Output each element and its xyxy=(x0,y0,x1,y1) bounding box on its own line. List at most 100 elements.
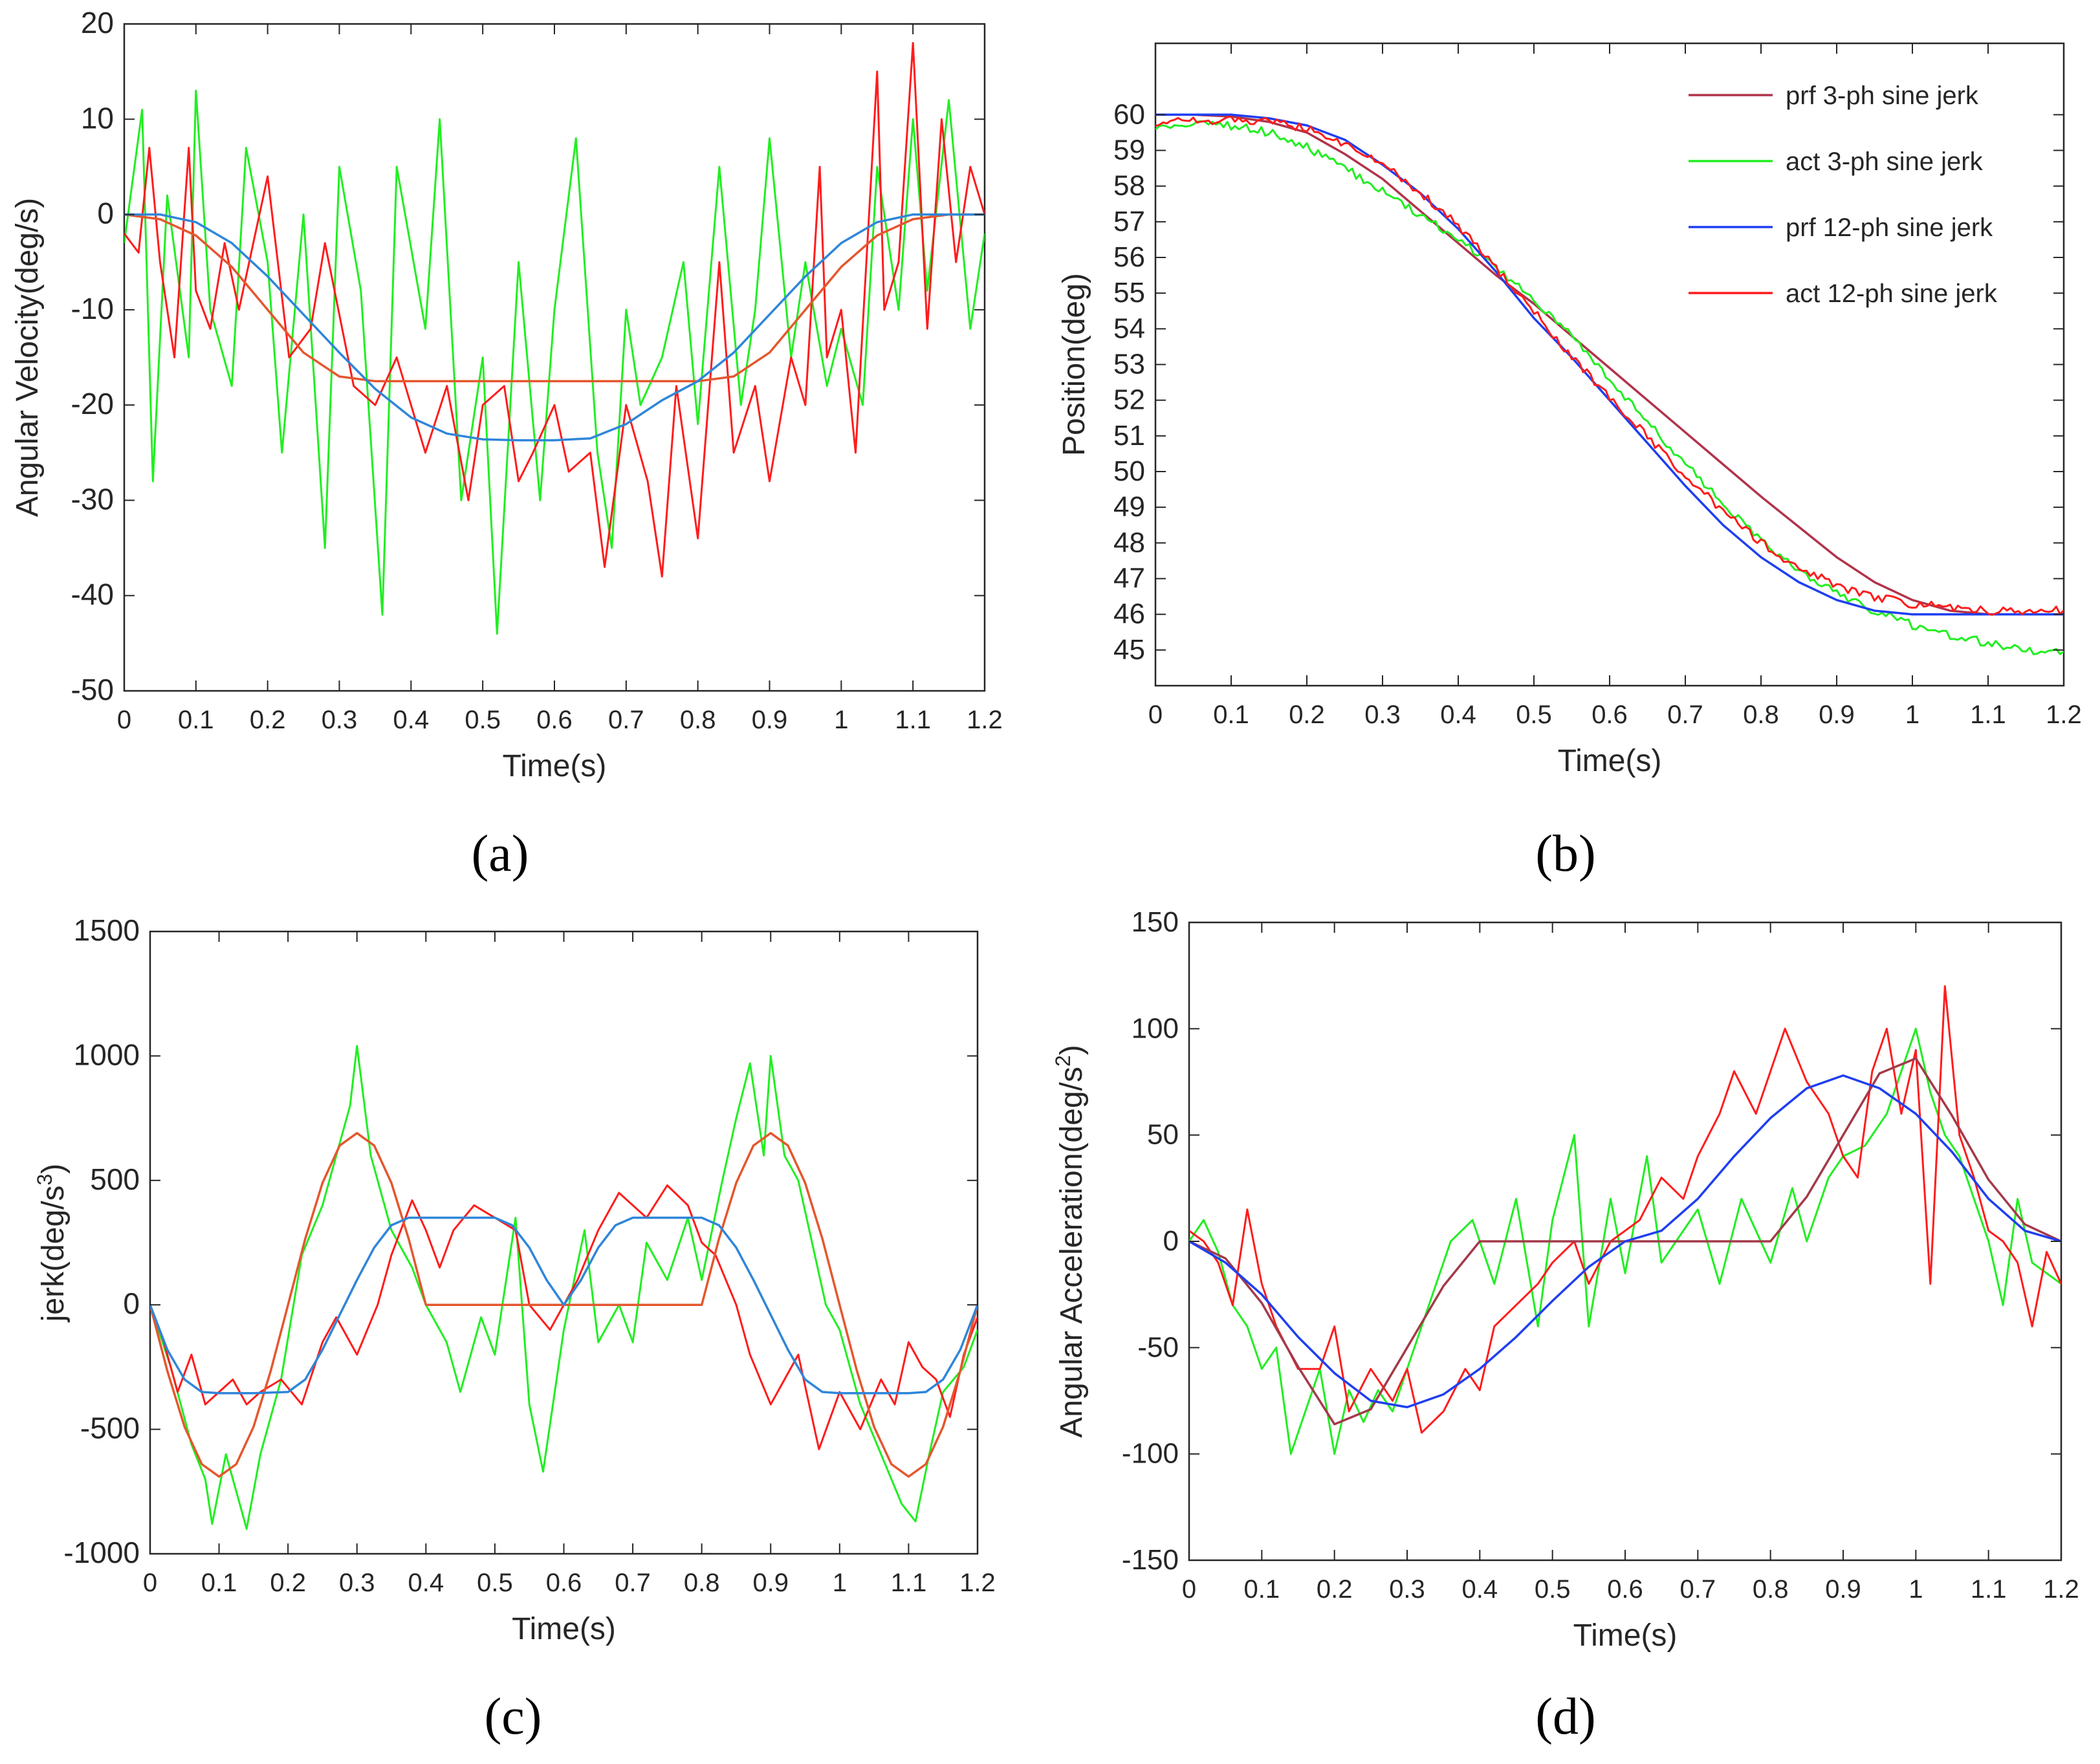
x-axis-label: Time(s) xyxy=(512,1612,616,1646)
y-tick-label: 45 xyxy=(1113,634,1145,666)
y-tick-label: 10 xyxy=(81,101,114,135)
x-tick-label: 0.1 xyxy=(1213,701,1249,729)
series-line-prf-12-ph-sine-jerk xyxy=(1189,1074,2061,1409)
y-tick-label: 100 xyxy=(1132,1012,1179,1044)
legend-label: prf 3-ph sine jerk xyxy=(1786,82,1979,110)
panel-b: 0 0.1 0.2 0.3 0.4 0.5 0.6 0.7 0.8 0.9 1 1.1 1.2 45 46 4… xyxy=(1057,42,2082,882)
y-tick-label: -10 xyxy=(71,292,114,325)
y-tick-label: 20 xyxy=(81,6,114,39)
series-line-prf-12-ph-sine-jerk xyxy=(150,1216,978,1395)
x-tick-label: 0.8 xyxy=(1743,701,1779,729)
x-tick-label: 0.9 xyxy=(752,706,788,734)
y-axis-label: jerk(deg/s3) xyxy=(33,1164,71,1323)
x-tick-label: 1.1 xyxy=(1970,701,2006,729)
series-line-prf-3-ph-sine-jerk xyxy=(1155,113,2064,616)
series-line-act-3-ph-sine-jerk xyxy=(1155,120,2064,655)
y-tick-label: -100 xyxy=(1122,1438,1179,1470)
y-tick-label: 52 xyxy=(1113,384,1145,416)
y-tick-label: 50 xyxy=(1113,455,1145,487)
x-tick-label: 1.1 xyxy=(1971,1575,2007,1604)
plot-area xyxy=(123,23,986,692)
series-line-act-3-ph-sine-jerk xyxy=(150,1045,978,1530)
x-tick-label: 0.9 xyxy=(752,1569,789,1597)
panel-d: 0 0.1 0.2 0.3 0.4 0.5 0.6 0.7 0.8 0.9 1 1.1 1.2 -150 -… xyxy=(1051,906,2079,1745)
y-tick-label: 0 xyxy=(123,1287,140,1320)
y-tick-label: -1000 xyxy=(63,1536,140,1569)
x-tick-label: 0.5 xyxy=(477,1569,513,1597)
plot-area xyxy=(1154,42,2065,687)
legend-label: prf 12-ph sine jerk xyxy=(1786,213,1993,242)
series-line-prf-12-ph-sine-jerk xyxy=(124,213,985,442)
x-tick-label: 1.2 xyxy=(967,706,1003,734)
y-tick-label: 59 xyxy=(1113,135,1145,166)
caption-b: (b) xyxy=(1535,825,1595,882)
x-tick-label: 0 xyxy=(143,1569,157,1597)
series-group xyxy=(124,42,985,635)
x-tick-label: 0.2 xyxy=(270,1569,306,1597)
caption-a: (a) xyxy=(472,825,529,882)
plot-area xyxy=(149,930,979,1555)
x-tick-label: 0.2 xyxy=(1289,701,1325,729)
y-tick-label: 49 xyxy=(1113,491,1145,523)
x-tick-label: 0 xyxy=(1148,701,1163,729)
x-tick-label: 1.2 xyxy=(959,1569,996,1597)
y-tick-label: 55 xyxy=(1113,277,1145,309)
x-tick-label: 0.3 xyxy=(339,1569,375,1597)
x-tick-label: 1.1 xyxy=(891,1569,927,1597)
x-tick-label: 0.4 xyxy=(408,1569,444,1597)
x-tick-label: 0.6 xyxy=(546,1569,582,1597)
y-tick-label: -50 xyxy=(1137,1331,1179,1363)
x-tick-label: 1 xyxy=(833,1569,847,1597)
y-tick-label: 57 xyxy=(1113,206,1145,237)
x-tick-label: 0.5 xyxy=(465,706,501,734)
y-tick-label: 60 xyxy=(1113,98,1145,130)
series-group xyxy=(1189,985,2061,1455)
series-line-act-3-ph-sine-jerk xyxy=(124,89,985,635)
x-tick-label: 0.7 xyxy=(1680,1575,1716,1604)
caption-c: (c) xyxy=(485,1688,542,1745)
y-tick-label: 51 xyxy=(1113,420,1145,452)
x-tick-label: 0.9 xyxy=(1819,701,1855,729)
x-tick-label: 1.2 xyxy=(2043,1575,2079,1604)
y-tick-label: -150 xyxy=(1122,1544,1179,1576)
x-tick-label: 0.1 xyxy=(1244,1575,1280,1604)
x-tick-label: 0.7 xyxy=(1667,701,1703,729)
x-tick-label: 0.3 xyxy=(322,706,358,734)
x-tick-label: 0.8 xyxy=(680,706,716,734)
y-axis-label: Position(deg) xyxy=(1057,273,1091,456)
x-tick-label: 0.4 xyxy=(393,706,430,734)
x-tick-label: 1.1 xyxy=(895,706,931,734)
panel-c: 0 0.1 0.2 0.3 0.4 0.5 0.6 0.7 0.8 0.9 1 1.1 1.2 -1000… xyxy=(33,913,996,1745)
x-axis-label: Time(s) xyxy=(503,749,607,783)
legend-label: act 12-ph sine jerk xyxy=(1786,279,1998,308)
x-tick-label: 0.1 xyxy=(201,1569,237,1597)
y-tick-label: 1000 xyxy=(74,1038,140,1071)
y-tick-label: 0 xyxy=(1163,1225,1179,1257)
x-tick-label: 0.4 xyxy=(1462,1575,1498,1604)
x-tick-label: 0.5 xyxy=(1516,701,1552,729)
x-tick-label: 0.4 xyxy=(1440,701,1476,729)
x-tick-label: 1 xyxy=(834,706,848,734)
y-tick-label: 48 xyxy=(1113,527,1145,558)
x-tick-label: 0.7 xyxy=(608,706,644,734)
x-tick-label: 0.5 xyxy=(1535,1575,1571,1604)
series-line-prf-3-ph-sine-jerk xyxy=(124,213,985,383)
x-tick-label: 0.6 xyxy=(1607,1575,1643,1604)
series-group xyxy=(1155,113,2064,655)
y-tick-label: 0 xyxy=(97,197,114,230)
y-tick-label: 500 xyxy=(90,1162,140,1196)
series-line-act-12-ph-sine-jerk xyxy=(124,42,985,578)
x-tick-label: 0.8 xyxy=(1753,1575,1789,1604)
x-tick-label: 1 xyxy=(1905,701,1920,729)
x-tick-label: 0.3 xyxy=(1364,701,1401,729)
caption-d: (d) xyxy=(1535,1688,1595,1745)
y-tick-label: 46 xyxy=(1113,598,1145,630)
legend: prf 3-ph sine jerk act 3-ph sine jerk prf … xyxy=(1689,82,1998,308)
y-axis-label: Angular Acceleration(deg/s2) xyxy=(1051,1045,1089,1437)
x-tick-label: 0.2 xyxy=(250,706,286,734)
series-line-act-12-ph-sine-jerk xyxy=(1155,115,2064,616)
legend-label: act 3-ph sine jerk xyxy=(1786,147,1984,176)
y-tick-label: 56 xyxy=(1113,241,1145,273)
x-tick-label: 1 xyxy=(1909,1575,1923,1604)
panel-a: 0 0.1 0.2 0.3 0.4 0.5 0.6 0.7 0.8 0.9 1 1.1 1.2 -50 -4… xyxy=(10,6,1003,882)
